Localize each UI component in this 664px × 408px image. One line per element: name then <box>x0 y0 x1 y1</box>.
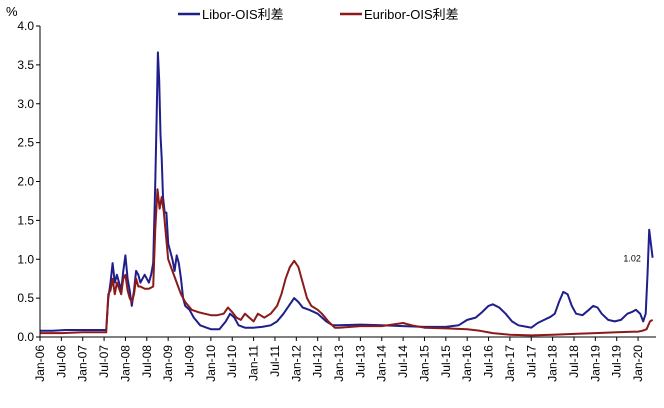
x-tick-label: Jul-19 <box>610 345 624 378</box>
data-label-1-02: 1.02 <box>623 254 641 264</box>
x-tick-label: Jul-09 <box>183 345 197 378</box>
x-tick-label: Jan-20 <box>631 345 645 382</box>
y-tick-label: 3.0 <box>17 97 34 111</box>
x-tick-label: Jan-09 <box>161 345 175 382</box>
x-tick-label: Jul-18 <box>567 345 581 378</box>
x-tick-label: Jul-11 <box>268 345 282 377</box>
x-tick-label: Jan-06 <box>33 345 47 382</box>
x-tick-label: Jan-18 <box>546 345 560 382</box>
x-tick-label: Jan-13 <box>332 345 346 382</box>
x-tick-label: Jul-16 <box>482 345 496 378</box>
y-tick-label: 2.5 <box>17 136 34 150</box>
y-tick-label: 2.0 <box>17 175 34 189</box>
legend-label-euribor: Euribor-OIS利差 <box>364 7 459 22</box>
x-tick-label: Jul-10 <box>225 345 239 378</box>
x-tick-label: Jul-07 <box>97 345 111 378</box>
x-tick-label: Jul-13 <box>353 345 367 378</box>
y-tick-label: 3.5 <box>17 58 34 72</box>
x-tick-label: Jul-06 <box>54 345 68 378</box>
y-tick-label: 1.5 <box>17 213 34 227</box>
x-tick-label: Jul-14 <box>396 345 410 378</box>
y-unit-label: % <box>6 4 18 19</box>
x-tick-label: Jan-19 <box>588 345 602 382</box>
series-layer <box>40 51 654 337</box>
y-tick-label: 0.0 <box>17 330 34 344</box>
legend-label-libor: Libor-OIS利差 <box>202 7 284 22</box>
y-tick-label: 0.5 <box>17 291 34 305</box>
y-tick-label: 1.0 <box>17 252 34 266</box>
axes: 0.0 0.5 1.0 1.5 2.0 2.5 3.0 3.5 4.0% Jan-06 Jul-06… <box>6 4 656 382</box>
x-tick-label: Jan-14 <box>375 345 389 382</box>
x-tick-label: Jul-15 <box>439 345 453 378</box>
x-tick-label: Jan-12 <box>289 345 303 382</box>
x-tick-label: Jan-15 <box>417 345 431 382</box>
x-tick-label: Jul-08 <box>140 345 154 378</box>
x-tick-label: Jan-08 <box>118 345 132 382</box>
x-tick-label: Jul-17 <box>524 345 538 378</box>
x-tick-label: Jan-07 <box>76 345 90 382</box>
x-tick-label: Jan-16 <box>460 345 474 382</box>
x-tick-label: Jan-17 <box>503 345 517 382</box>
legend: Libor-OIS利差 Euribor-OIS利差 <box>178 7 459 22</box>
x-tick-label: Jul-12 <box>311 345 325 378</box>
euribor-ois-series-line <box>40 188 654 337</box>
libor-ois-series-line <box>40 51 654 332</box>
x-tick-label: Jan-10 <box>204 345 218 382</box>
x-tick-label: Jan-11 <box>247 345 261 381</box>
y-tick-label: 4.0 <box>17 19 34 33</box>
annotations: 1.02 <box>623 254 641 264</box>
